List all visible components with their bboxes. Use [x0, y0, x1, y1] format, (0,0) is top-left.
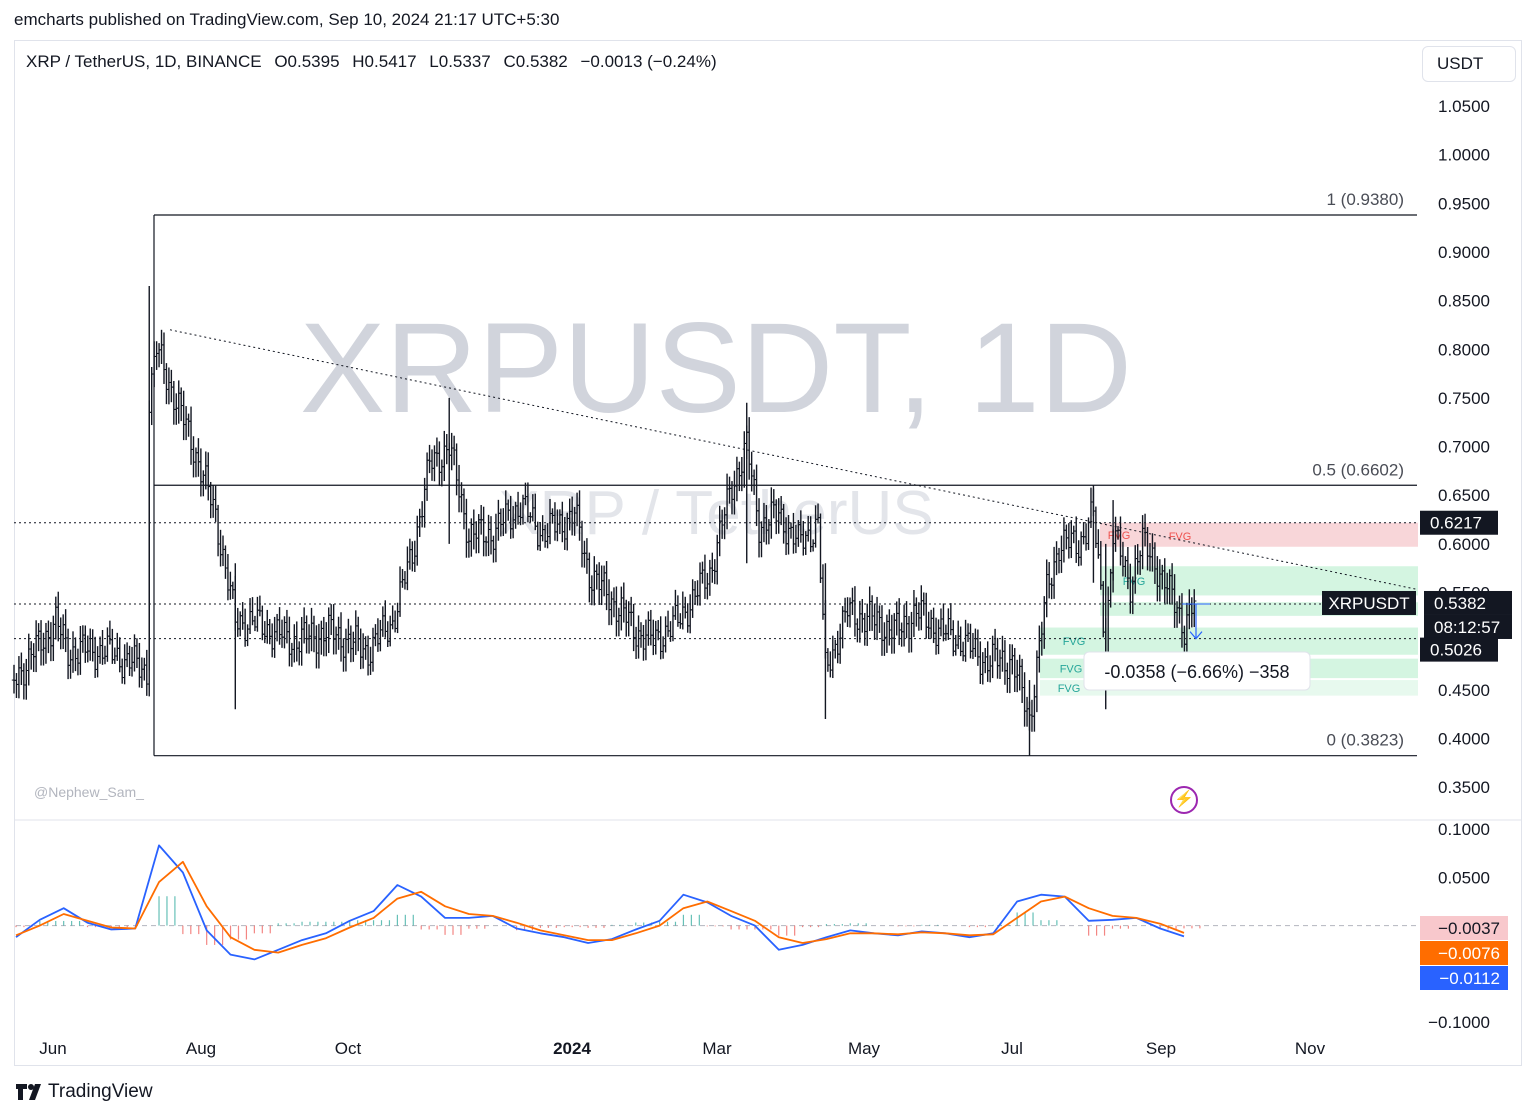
legend-symbol: XRP / TetherUS, 1D, BINANCE [26, 52, 262, 71]
time-axis-tick: 2024 [553, 1039, 591, 1058]
macd-value-box [1420, 916, 1508, 940]
fvg-label: FVG [1063, 636, 1086, 648]
price-axis-tick: 0.3500 [1438, 778, 1490, 797]
price-axis-tick: 1.0500 [1438, 97, 1490, 116]
price-axis-tick: 0.7500 [1438, 389, 1490, 408]
signal-line [15, 860, 1185, 954]
time-axis-tick: Nov [1295, 1039, 1326, 1058]
currency-button[interactable]: USDT [1422, 46, 1516, 82]
bolt-icon[interactable]: ⚡ [1170, 786, 1198, 814]
macd-value-box [1420, 941, 1508, 965]
fvg-label: FVG [1058, 683, 1081, 695]
symbol-tag: XRPUSDT [1328, 594, 1409, 613]
footer: TradingView [14, 1080, 153, 1104]
price-label: 0.5026 [1430, 641, 1482, 660]
macd-value-label: −0.0037 [1438, 919, 1500, 938]
footer-brand: TradingView [48, 1081, 153, 1102]
macd-axis-tick: 0.0500 [1438, 868, 1490, 887]
price-axis-tick: 0.7000 [1438, 438, 1490, 457]
price-label-box [1420, 637, 1498, 662]
price-axis-tick: 0.6000 [1438, 535, 1490, 554]
price-label: 0.6217 [1430, 514, 1482, 533]
legend-open: O0.5395 [274, 52, 340, 71]
fvg-label: FVG [1123, 576, 1146, 588]
price-axis-tick: 0.8000 [1438, 340, 1490, 359]
macd-axis-tick: −0.1000 [1428, 1013, 1490, 1032]
price-label-box [1424, 590, 1512, 615]
legend-high: H0.5417 [352, 52, 417, 71]
price-axis-tick: 1.0000 [1438, 146, 1490, 165]
symbol-tag-box [1322, 590, 1416, 615]
price-label-box [1420, 510, 1498, 535]
time-axis-tick: Mar [702, 1039, 732, 1058]
macd-value-label: −0.0112 [1439, 969, 1500, 988]
fvg-zone [1040, 627, 1418, 655]
fvg-label: FVG [1169, 531, 1192, 543]
macd-value-box [1420, 966, 1508, 990]
time-axis-tick: Sep [1146, 1039, 1176, 1058]
time-axis-tick: Jul [1001, 1039, 1023, 1058]
time-axis-tick: Aug [186, 1039, 216, 1058]
measure-box [1083, 651, 1311, 691]
watermark-title: XRPUSDT, 1D [300, 297, 1132, 440]
price-label: 08:12:57 [1434, 618, 1500, 637]
price-axis-tick: 0.4500 [1438, 681, 1490, 700]
price-axis-tick: 0.9000 [1438, 243, 1490, 262]
price-axis-tick: 0.8500 [1438, 292, 1490, 311]
author-tag: @Nephew_Sam_ [34, 784, 144, 800]
time-axis-tick: Jun [39, 1039, 66, 1058]
time-axis-tick: May [848, 1039, 881, 1058]
legend-low: L0.5337 [429, 52, 491, 71]
price-label-box [1424, 614, 1512, 639]
macd-axis-tick: 0.1000 [1438, 820, 1490, 839]
fib-level-label: 0 (0.3823) [1327, 731, 1405, 750]
chart-frame [14, 40, 1522, 1066]
price-axis-tick: 0.9500 [1438, 194, 1490, 213]
symbol-legend: XRP / TetherUS, 1D, BINANCE O0.5395 H0.5… [26, 52, 725, 72]
macd-value-label: −0.0076 [1438, 944, 1500, 963]
watermark-subtitle: XRP / TetherUS [498, 479, 933, 548]
price-axis-tick: 0.6500 [1438, 486, 1490, 505]
time-axis-tick: Oct [335, 1039, 362, 1058]
legend-change: −0.0013 (−0.24%) [580, 52, 717, 71]
measure-label: -0.0358 (−6.66%) −358 [1104, 662, 1289, 682]
price-axis-tick: 0.4000 [1438, 729, 1490, 748]
fvg-label: FVG [1108, 530, 1131, 542]
fvg-label: FVG [1060, 663, 1083, 675]
publisher-line: emcharts published on TradingView.com, S… [14, 10, 560, 29]
price-label: 0.5382 [1434, 594, 1486, 613]
measure-arrow-icon [1189, 631, 1203, 640]
macd-line [15, 844, 1185, 961]
tradingview-logo-icon [16, 1084, 41, 1100]
fib-level-label: 0.5 (0.6602) [1312, 460, 1404, 479]
legend-close: C0.5382 [503, 52, 568, 71]
fib-level-label: 1 (0.9380) [1327, 190, 1405, 209]
